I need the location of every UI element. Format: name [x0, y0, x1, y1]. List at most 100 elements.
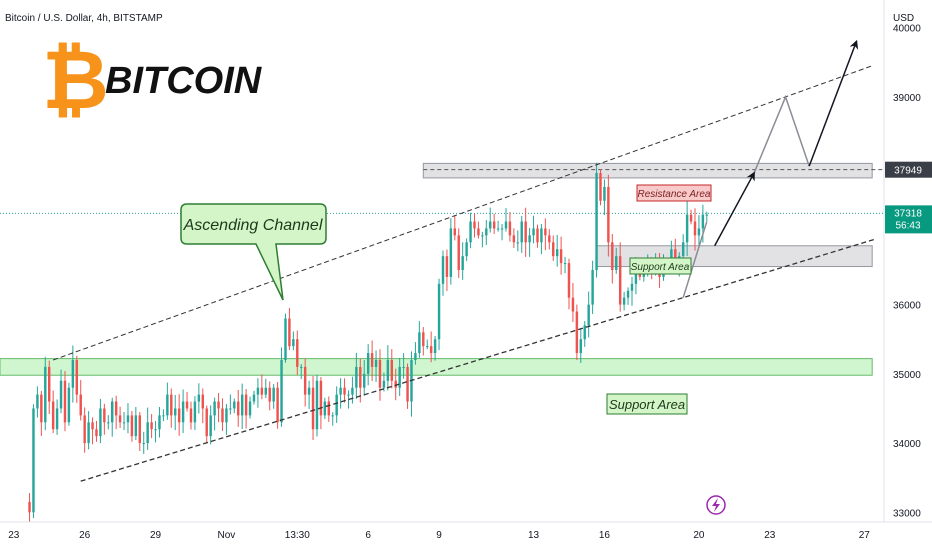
candle-body [347, 394, 350, 396]
candle-body [532, 228, 535, 236]
candle-body [697, 228, 701, 236]
time-tick-label: 9 [436, 530, 442, 541]
candle-body [477, 228, 480, 236]
candle-body [79, 394, 82, 416]
time-tick-label: 20 [693, 530, 705, 541]
candle-body [374, 360, 378, 367]
candle-body [508, 221, 512, 236]
candle-body [386, 360, 390, 381]
event-marker-icon[interactable] [706, 495, 726, 515]
candle-body [681, 242, 685, 257]
candle-body [248, 401, 252, 416]
candle-body [197, 394, 201, 402]
candle-body [118, 415, 122, 423]
candle-body [335, 394, 338, 416]
candle-body [181, 401, 185, 423]
price-axis[interactable]: 33000 34000 35000 36000 39000 40000 USD 37949… [883, 0, 932, 522]
candle-body [496, 228, 500, 230]
candle-body [40, 394, 43, 423]
candle-body [634, 270, 638, 284]
candle-body [296, 339, 299, 367]
candle-body [378, 360, 382, 388]
candle-body [276, 387, 279, 423]
candle-body [122, 422, 126, 424]
candle-body [461, 256, 464, 270]
candle-body [87, 422, 90, 444]
candle-body [705, 214, 709, 216]
time-tick-label: 23 [8, 530, 20, 541]
candle-body [225, 408, 228, 423]
candle-body [303, 366, 307, 395]
candle-body [473, 221, 476, 229]
candle-body [406, 366, 409, 402]
candle-body [587, 304, 590, 326]
candle-body [138, 415, 142, 444]
ascending-channel-callout: Ascending Channel [180, 203, 327, 301]
candle-body [548, 235, 551, 243]
candle-body [626, 290, 630, 298]
candle-body [701, 214, 705, 229]
candle-body [685, 214, 689, 243]
zones-layer [0, 162, 884, 376]
price-tick-label: 40000 [893, 24, 921, 35]
time-tick-label: 27 [859, 530, 871, 541]
candle-body [571, 297, 575, 312]
time-axis[interactable]: 23 26 29 Nov 13:30 6 9 13 16 20 23 27 [0, 521, 932, 541]
time-tick-label: 6 [365, 530, 371, 541]
candle-body [170, 394, 173, 416]
candle-body [607, 186, 610, 243]
candle-body [142, 443, 145, 445]
candle-body [177, 408, 181, 423]
candle-body [355, 366, 358, 388]
candle-body [394, 380, 397, 388]
candle-body [311, 387, 315, 430]
candle-body [465, 242, 468, 257]
candle-body [544, 228, 547, 236]
candle-body [418, 332, 421, 354]
candle-body [221, 408, 224, 423]
candle-body [260, 387, 264, 395]
support-big-label: Support Area [609, 397, 685, 412]
candle-body [264, 387, 268, 395]
candle-body [319, 380, 323, 416]
resistance-price-value: 37949 [894, 166, 922, 177]
candle-body [240, 394, 244, 416]
projection-path-grey-2 [753, 94, 810, 174]
currency-label[interactable]: USD [893, 13, 914, 24]
candle-body [359, 366, 362, 388]
candle-body [331, 415, 334, 417]
candle-body [559, 249, 563, 264]
candle-body [201, 394, 205, 409]
candle-body [268, 387, 271, 402]
price-tick-label: 33000 [893, 508, 921, 519]
candle-body [83, 415, 86, 444]
candle-body [567, 263, 571, 298]
candle-body [75, 360, 79, 395]
candle-body [315, 380, 319, 430]
drawings-layer [52, 39, 877, 482]
price-tick-label: 35000 [893, 370, 921, 381]
time-tick-label: 13:30 [285, 530, 310, 541]
candle-body [500, 228, 504, 230]
candle-body [95, 429, 98, 437]
channel-lower-line [80, 238, 877, 482]
candle-body [217, 401, 220, 409]
candle-body [114, 401, 118, 416]
candle-body [437, 283, 441, 340]
candle-body [528, 235, 531, 243]
resistance-label-box: Resistance Area [636, 184, 712, 202]
candle-body [615, 256, 618, 270]
bitcoin-logo: ₿ BITCOIN [42, 33, 263, 128]
candle-body [693, 221, 697, 236]
support-small-label-box: Support Area [629, 257, 692, 275]
candle-body [244, 394, 248, 416]
candle-body [429, 346, 433, 354]
candle-body [445, 256, 449, 277]
candle-body [622, 297, 626, 305]
time-tick-label: 29 [150, 530, 162, 541]
candle-body [327, 401, 331, 416]
candle-body [51, 401, 55, 430]
candle-body [402, 366, 405, 368]
